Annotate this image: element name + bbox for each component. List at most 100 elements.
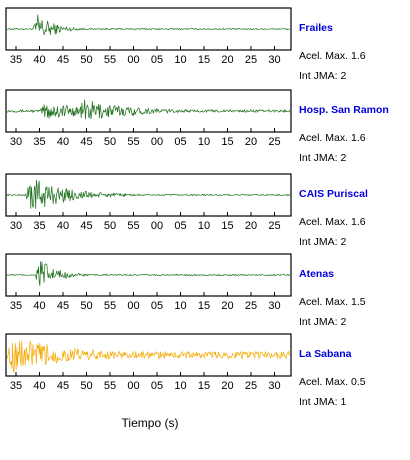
x-tick-label: 50 <box>80 380 92 392</box>
x-tick-label: 10 <box>198 136 210 148</box>
x-tick-label: 20 <box>245 136 257 148</box>
x-tick-label: 40 <box>33 380 45 392</box>
x-axis-label: Tiempo (s) <box>121 416 179 430</box>
x-tick-label: 05 <box>151 300 163 312</box>
x-tick-label: 05 <box>151 54 163 66</box>
x-tick-label: 00 <box>127 380 139 392</box>
station-name: La Sabana <box>299 348 352 360</box>
station-info: Atenas Acel. Max. 1.5 Int JMA: 2 <box>299 268 407 328</box>
waveform-trace <box>6 14 290 35</box>
x-tick-label: 20 <box>221 300 233 312</box>
x-tick-label: 30 <box>268 300 280 312</box>
x-tick-label: 25 <box>268 136 280 148</box>
x-tick-label: 00 <box>151 220 163 232</box>
int-value: 2 <box>340 236 347 248</box>
x-tick-label: 35 <box>33 136 45 148</box>
x-tick-label: 15 <box>221 220 233 232</box>
accel-row: Acel. Max. 0.5 <box>299 376 407 388</box>
x-tick-label: 40 <box>33 54 45 66</box>
panel-4: 35 40 45 50 55 00 05 10 15 20 25 30 <box>5 333 292 392</box>
accel-row: Acel. Max. 1.6 <box>299 132 407 144</box>
x-tick-label: 10 <box>174 54 186 66</box>
station-name: Atenas <box>299 268 335 280</box>
x-tick-label: 35 <box>10 380 22 392</box>
x-tick-label: 00 <box>151 136 163 148</box>
x-tick-label: 30 <box>268 380 280 392</box>
accel-row: Acel. Max. 1.6 <box>299 216 407 228</box>
station-name: Frailes <box>299 22 333 34</box>
int-row: Int JMA: 1 <box>299 396 407 408</box>
x-tick-label: 50 <box>80 54 92 66</box>
int-value: 2 <box>340 70 347 82</box>
x-tick-label: 20 <box>221 380 233 392</box>
x-tick-label: 40 <box>57 136 69 148</box>
panel-0: 35 40 45 50 55 00 05 10 15 20 25 30 <box>5 7 292 66</box>
x-tick-label: 15 <box>221 136 233 148</box>
x-tick-label: 35 <box>10 300 22 312</box>
waveform-trace <box>6 180 291 209</box>
x-tick-label: 35 <box>10 54 22 66</box>
int-value: 2 <box>340 152 347 164</box>
x-tick-label: 55 <box>104 380 116 392</box>
x-tick-label: 55 <box>127 136 139 148</box>
waveform-trace <box>6 340 291 374</box>
x-tick-label: 05 <box>151 380 163 392</box>
station-info: Hosp. San Ramon Acel. Max. 1.6 Int JMA: 2 <box>299 104 407 164</box>
x-tick-label: 40 <box>33 300 45 312</box>
waveform-trace <box>6 99 291 120</box>
x-tick-label: 50 <box>80 300 92 312</box>
x-tick-label: 45 <box>80 136 92 148</box>
accel-label: Acel. Max. <box>299 132 349 144</box>
x-tick-label: 05 <box>174 136 186 148</box>
station-info: CAIS Puriscal Acel. Max. 1.6 Int JMA: 2 <box>299 188 407 248</box>
x-tick-label: 20 <box>245 220 257 232</box>
x-tick-label: 15 <box>198 380 210 392</box>
x-tick-label: 25 <box>245 380 257 392</box>
waveform-trace <box>6 261 290 286</box>
panel-2: 30 35 40 45 50 55 00 05 10 15 20 25 <box>5 173 292 232</box>
x-tick-label: 20 <box>221 54 233 66</box>
int-label: Int JMA: <box>299 316 338 328</box>
accel-value: 1.6 <box>351 50 366 62</box>
panel-3: 35 40 45 50 55 00 05 10 15 20 25 30 <box>5 253 292 312</box>
x-tick-label: 05 <box>174 220 186 232</box>
x-tick-label: 55 <box>104 300 116 312</box>
x-tick-label: 45 <box>80 220 92 232</box>
int-value: 2 <box>340 316 347 328</box>
x-tick-label: 45 <box>57 300 69 312</box>
accel-label: Acel. Max. <box>299 216 349 228</box>
accel-value: 1.5 <box>351 296 366 308</box>
x-tick-label: 15 <box>198 54 210 66</box>
x-tick-label: 50 <box>104 220 116 232</box>
panel-1: 30 35 40 45 50 55 00 05 10 15 20 25 <box>5 89 292 148</box>
x-tick-label: 25 <box>245 300 257 312</box>
x-tick-label: 10 <box>174 380 186 392</box>
panel-frame <box>5 333 292 377</box>
x-tick-label: 00 <box>127 300 139 312</box>
x-tick-label: 30 <box>10 136 22 148</box>
x-tick-label: 35 <box>33 220 45 232</box>
station-name: Hosp. San Ramon <box>299 104 389 116</box>
x-tick-label: 25 <box>268 220 280 232</box>
x-tick-label: 55 <box>104 54 116 66</box>
x-tick-label: 10 <box>174 300 186 312</box>
x-tick-label: 15 <box>198 300 210 312</box>
x-tick-label: 45 <box>57 54 69 66</box>
int-label: Int JMA: <box>299 236 338 248</box>
int-label: Int JMA: <box>299 396 338 408</box>
station-info: La Sabana Acel. Max. 0.5 Int JMA: 1 <box>299 348 407 408</box>
x-tick-label: 40 <box>57 220 69 232</box>
accel-label: Acel. Max. <box>299 50 349 62</box>
int-value: 1 <box>340 396 347 408</box>
x-tick-label: 30 <box>268 54 280 66</box>
x-tick-label: 45 <box>57 380 69 392</box>
station-info: Frailes Acel. Max. 1.6 Int JMA: 2 <box>299 22 407 82</box>
int-row: Int JMA: 2 <box>299 70 407 82</box>
accel-value: 1.6 <box>351 132 366 144</box>
station-name: CAIS Puriscal <box>299 188 368 200</box>
x-tick-label: 00 <box>127 54 139 66</box>
accel-value: 1.6 <box>351 216 366 228</box>
x-tick-label: 10 <box>198 220 210 232</box>
int-row: Int JMA: 2 <box>299 152 407 164</box>
